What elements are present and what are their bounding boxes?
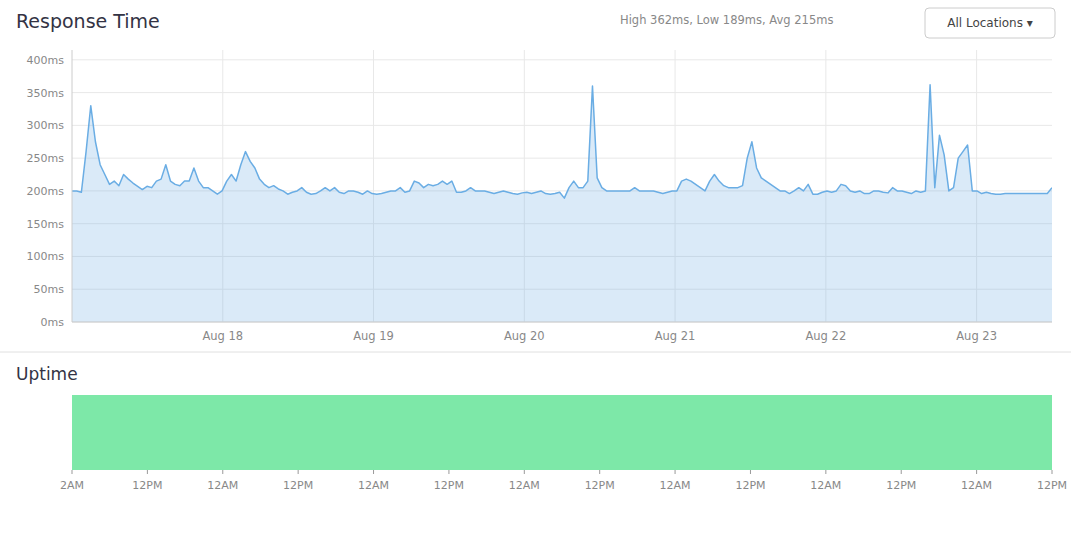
x-tick-label: 12PM: [735, 479, 765, 492]
x-axis-line: [72, 322, 1052, 323]
y-tick-label: 200ms: [27, 185, 65, 198]
x-tick: [222, 470, 223, 474]
x-tick: [448, 470, 449, 474]
y-tick-label: 150ms: [27, 218, 65, 231]
x-tick-label: Aug 23: [956, 329, 997, 343]
x-tick: [147, 470, 148, 474]
divider: [0, 352, 1071, 353]
x-tick-label: Aug 21: [655, 329, 696, 343]
x-tick-label: Aug 20: [504, 329, 545, 343]
x-tick: [524, 470, 525, 474]
y-grid-line: [72, 125, 1052, 126]
x-tick-label: 12PM: [283, 479, 313, 492]
button-frame[interactable]: [925, 8, 1055, 38]
y-tick-label: 100ms: [27, 250, 65, 263]
location-button[interactable]: All Locations ▾: [925, 8, 1055, 38]
x-tick-label: 12AM: [509, 479, 540, 492]
title: Response Time: [16, 10, 160, 32]
response-line: [72, 85, 1052, 198]
y-grid-line: [72, 59, 1052, 60]
stats-text: High 362ms, Low 189ms, Avg 215ms: [620, 13, 833, 27]
x-tick-label: Aug 22: [805, 329, 846, 343]
x-tick: [1052, 470, 1053, 474]
x-tick: [72, 470, 73, 474]
x-tick: [373, 470, 374, 474]
chart: Response Time High 362ms, Low 189ms, Avg …: [0, 0, 1071, 548]
y-tick-label: 300ms: [27, 119, 65, 132]
x-tick-label: 12AM: [810, 479, 841, 492]
x-tick-label: 12AM: [207, 479, 238, 492]
grid: [72, 50, 1052, 322]
x-tick: [825, 470, 826, 474]
x-tick-label: 12AM: [961, 479, 992, 492]
y-tick-label: 50ms: [34, 283, 65, 296]
button-text[interactable]: All Locations ▾: [947, 16, 1033, 30]
x-tick-label: 12PM: [132, 479, 162, 492]
uptime-band: [72, 395, 1052, 470]
x-tick-label: 12PM: [886, 479, 916, 492]
y-tick-label: 400ms: [27, 54, 65, 67]
y-tick-label: 350ms: [27, 87, 65, 100]
y-grid-line: [72, 92, 1052, 93]
x-tick-label: 12PM: [585, 479, 615, 492]
x-tick: [298, 470, 299, 474]
x-tick: [675, 470, 676, 474]
x-tick-label: Aug 18: [202, 329, 243, 343]
x-tick: [976, 470, 977, 474]
x-tick-label: Aug 19: [353, 329, 394, 343]
y-grid-line: [72, 158, 1052, 159]
y-axis-line: [72, 50, 73, 322]
plot-area: [72, 85, 1052, 322]
x-tick-label: 12PM: [1037, 479, 1067, 492]
x-tick: [750, 470, 751, 474]
x-tick-label: 12AM: [660, 479, 691, 492]
x-tick: [901, 470, 902, 474]
x-tick: [599, 470, 600, 474]
x-tick-label: 2AM: [60, 479, 84, 492]
y-tick-label: 250ms: [27, 152, 65, 165]
title: Uptime: [16, 364, 78, 384]
y-grid-line: [72, 322, 1052, 323]
y-tick-label: 0ms: [41, 316, 65, 329]
x-tick-label: 12PM: [434, 479, 464, 492]
response-area: [72, 85, 1052, 322]
x-tick-label: 12AM: [358, 479, 389, 492]
